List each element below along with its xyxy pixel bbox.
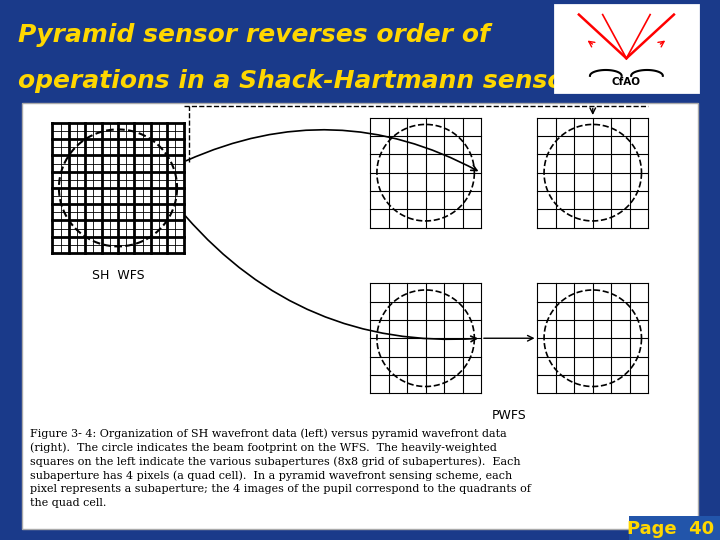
Text: Figure 3- 4: Organization of SH wavefront data (left) versus pyramid wavefront d: Figure 3- 4: Organization of SH wavefron… [30, 429, 531, 508]
Text: Pyramid sensor reverses order of: Pyramid sensor reverses order of [18, 23, 490, 47]
Text: PWFS: PWFS [492, 409, 526, 422]
Text: CfAO: CfAO [612, 77, 641, 87]
Text: Page  40: Page 40 [627, 520, 714, 538]
Bar [629, 516, 720, 540]
Text: SH  WFS: SH WFS [91, 269, 144, 282]
Text: operations in a Shack-Hartmann sensor: operations in a Shack-Hartmann sensor [18, 69, 577, 93]
